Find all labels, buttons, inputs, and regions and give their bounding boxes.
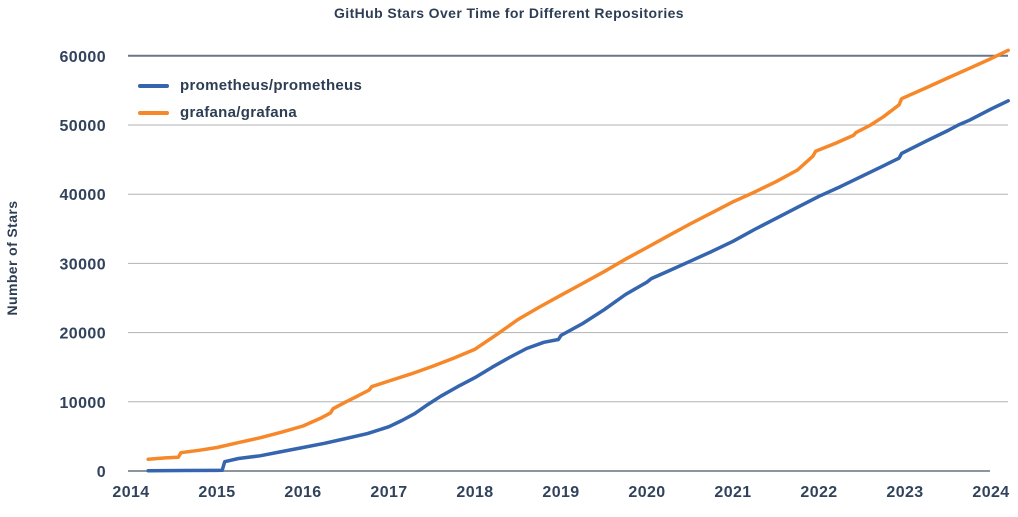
x-tick-label: 2017 (370, 484, 407, 501)
legend-item-grafana: grafana/grafana (138, 99, 362, 126)
x-tick-label: 2015 (198, 484, 235, 501)
x-tick-label: 2024 (972, 484, 1009, 501)
x-tick-label: 2020 (628, 484, 665, 501)
y-tick-label: 50000 (60, 118, 107, 135)
y-tick-label: 20000 (60, 326, 107, 343)
x-tick-label: 2022 (800, 484, 837, 501)
y-tick-label: 40000 (60, 187, 107, 204)
x-tick-label: 2023 (886, 484, 923, 501)
legend: prometheus/prometheus grafana/grafana (138, 72, 362, 126)
x-tick-label: 2021 (714, 484, 751, 501)
grafana-line-swatch (138, 110, 169, 115)
prometheus-line-swatch (138, 83, 169, 88)
y-tick-label: 60000 (60, 49, 107, 66)
x-tick-label: 2014 (112, 484, 149, 501)
y-tick-label: 10000 (60, 395, 107, 412)
series-line-prometheus (146, 99, 1010, 473)
x-tick-label: 2019 (542, 484, 579, 501)
legend-item-prometheus: prometheus/prometheus (138, 72, 362, 99)
legend-label-prometheus: prometheus/prometheus (180, 77, 363, 94)
legend-label-grafana: grafana/grafana (180, 104, 298, 121)
series-line-grafana (146, 48, 1010, 461)
y-tick-label: 30000 (60, 256, 107, 273)
x-tick-label: 2016 (284, 484, 321, 501)
y-tick-label: 0 (97, 464, 106, 481)
x-tick-label: 2018 (456, 484, 493, 501)
chart-title: GitHub Stars Over Time for Different Rep… (334, 5, 684, 21)
